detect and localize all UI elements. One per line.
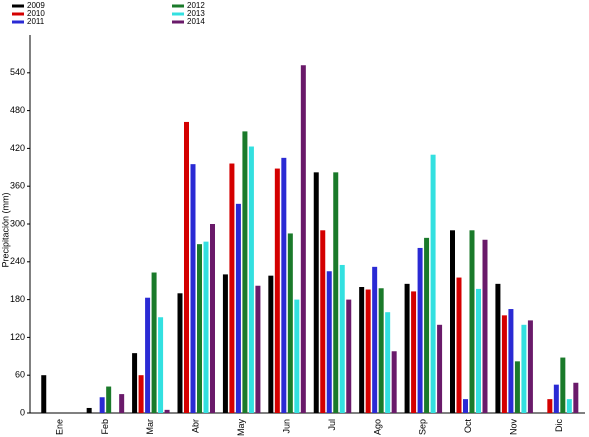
- bar: [145, 297, 151, 413]
- bar: [106, 386, 112, 413]
- bar: [119, 394, 125, 413]
- x-tick-label: Ene: [54, 419, 64, 435]
- bar: [514, 361, 520, 413]
- legend-label: 2009: [27, 1, 45, 10]
- y-tick-label: 240: [10, 256, 25, 266]
- x-tick-label: Feb: [100, 419, 110, 435]
- bar: [294, 299, 300, 413]
- x-tick-label: Oct: [463, 419, 473, 434]
- bar: [333, 172, 339, 413]
- bar: [320, 230, 326, 413]
- bar: [495, 283, 501, 413]
- bar: [255, 285, 261, 413]
- x-tick-label: Jul: [327, 419, 337, 431]
- x-tick-label: Sep: [418, 419, 428, 435]
- bar: [132, 353, 138, 413]
- bar: [184, 121, 189, 413]
- bar: [235, 203, 241, 413]
- bar: [339, 264, 345, 413]
- bar: [287, 233, 293, 413]
- bar: [437, 324, 443, 413]
- bar: [456, 277, 462, 413]
- y-tick-label: 120: [10, 332, 25, 342]
- bar: [372, 266, 378, 413]
- bar: [203, 241, 209, 413]
- bar: [99, 397, 105, 413]
- bar: [573, 382, 579, 413]
- bar: [300, 65, 306, 414]
- y-tick-label: 540: [10, 67, 25, 77]
- bar: [482, 239, 488, 413]
- bar: [378, 288, 384, 413]
- bar: [274, 168, 280, 413]
- bar: [463, 399, 468, 413]
- bar: [210, 224, 215, 413]
- bar: [560, 357, 566, 413]
- bar: [547, 399, 553, 413]
- bar: [430, 154, 436, 413]
- x-tick-label: Ago: [372, 419, 382, 435]
- bar: [313, 172, 319, 413]
- bar: [391, 351, 397, 413]
- bar: [476, 288, 481, 413]
- bar: [404, 283, 410, 413]
- y-tick-label: 360: [10, 181, 25, 191]
- bar: [229, 163, 235, 413]
- bar: [346, 299, 352, 413]
- bar: [527, 320, 533, 413]
- y-tick-label: 480: [10, 105, 25, 115]
- bar: [501, 315, 507, 413]
- legend-label: 2014: [187, 17, 205, 26]
- bar: [359, 287, 365, 413]
- bar: [417, 247, 423, 413]
- bar: [248, 146, 254, 413]
- bar: [164, 409, 170, 413]
- bar: [508, 309, 514, 413]
- x-tick-label: Jun: [281, 419, 291, 434]
- bar: [553, 384, 559, 413]
- bar: [158, 317, 164, 413]
- x-tick-label: Dic: [554, 419, 564, 432]
- y-tick-label: 60: [15, 370, 25, 380]
- x-tick-label: Nov: [509, 419, 519, 436]
- bar: [242, 131, 248, 413]
- legend-label: 2013: [187, 9, 205, 18]
- bar: [41, 375, 47, 413]
- bar: [521, 324, 527, 413]
- bar: [450, 230, 455, 413]
- bar: [197, 244, 202, 413]
- bar: [268, 275, 274, 413]
- bar: [190, 164, 196, 413]
- bar: [138, 375, 144, 413]
- legend-label: 2011: [27, 17, 45, 26]
- legend-label: 2012: [187, 1, 205, 10]
- bar: [365, 289, 371, 413]
- bar: [424, 237, 430, 413]
- y-tick-label: 420: [10, 143, 25, 153]
- x-tick-label: Abr: [191, 419, 201, 433]
- y-tick-label: 180: [10, 294, 25, 304]
- x-tick-label: May: [236, 419, 246, 437]
- bar: [326, 271, 332, 413]
- bar: [222, 274, 228, 413]
- bar: [469, 230, 475, 413]
- bar: [86, 407, 92, 413]
- bar: [566, 399, 572, 413]
- bar: [151, 272, 157, 413]
- x-tick-label: Mar: [145, 419, 155, 435]
- y-tick-label: 300: [10, 218, 25, 228]
- bar: [177, 293, 183, 413]
- bar: [281, 157, 287, 413]
- bar: [411, 291, 417, 413]
- y-tick-label: 0: [20, 407, 25, 417]
- y-axis-label: Precipitación (mm): [0, 192, 10, 267]
- bar: [385, 312, 391, 413]
- legend-label: 2010: [27, 9, 45, 18]
